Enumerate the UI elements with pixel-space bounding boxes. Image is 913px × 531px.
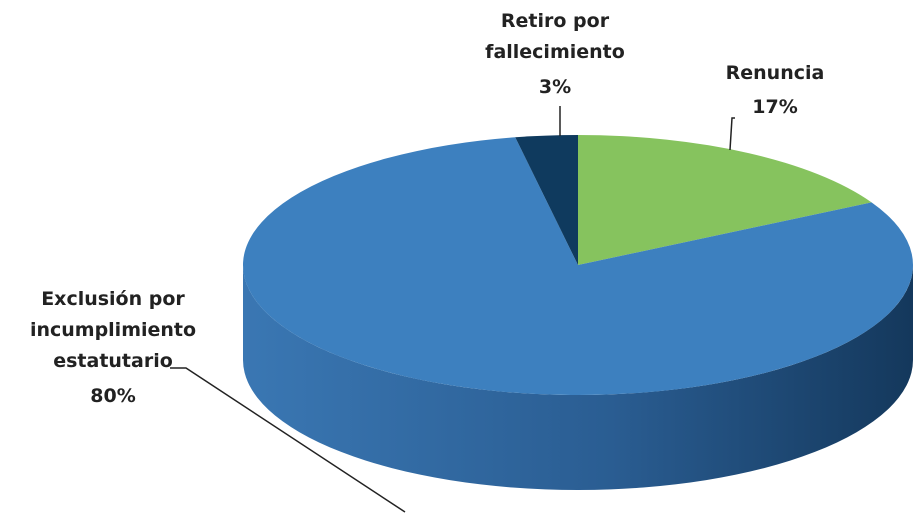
value-label: 3% bbox=[538, 76, 572, 98]
category-label: Renuncia bbox=[725, 62, 825, 84]
slice bbox=[578, 135, 872, 265]
leader-line bbox=[729, 117, 735, 151]
category-label: Retiro por fallecimiento bbox=[485, 10, 625, 63]
slice-side bbox=[243, 265, 913, 490]
value-label: 80% bbox=[90, 385, 136, 407]
slice bbox=[242, 137, 913, 395]
value-label: 17% bbox=[752, 96, 798, 118]
leader-line bbox=[170, 367, 406, 513]
category-label: Exclusión por incumplimiento estatutario bbox=[29, 288, 197, 372]
slice bbox=[515, 135, 578, 265]
